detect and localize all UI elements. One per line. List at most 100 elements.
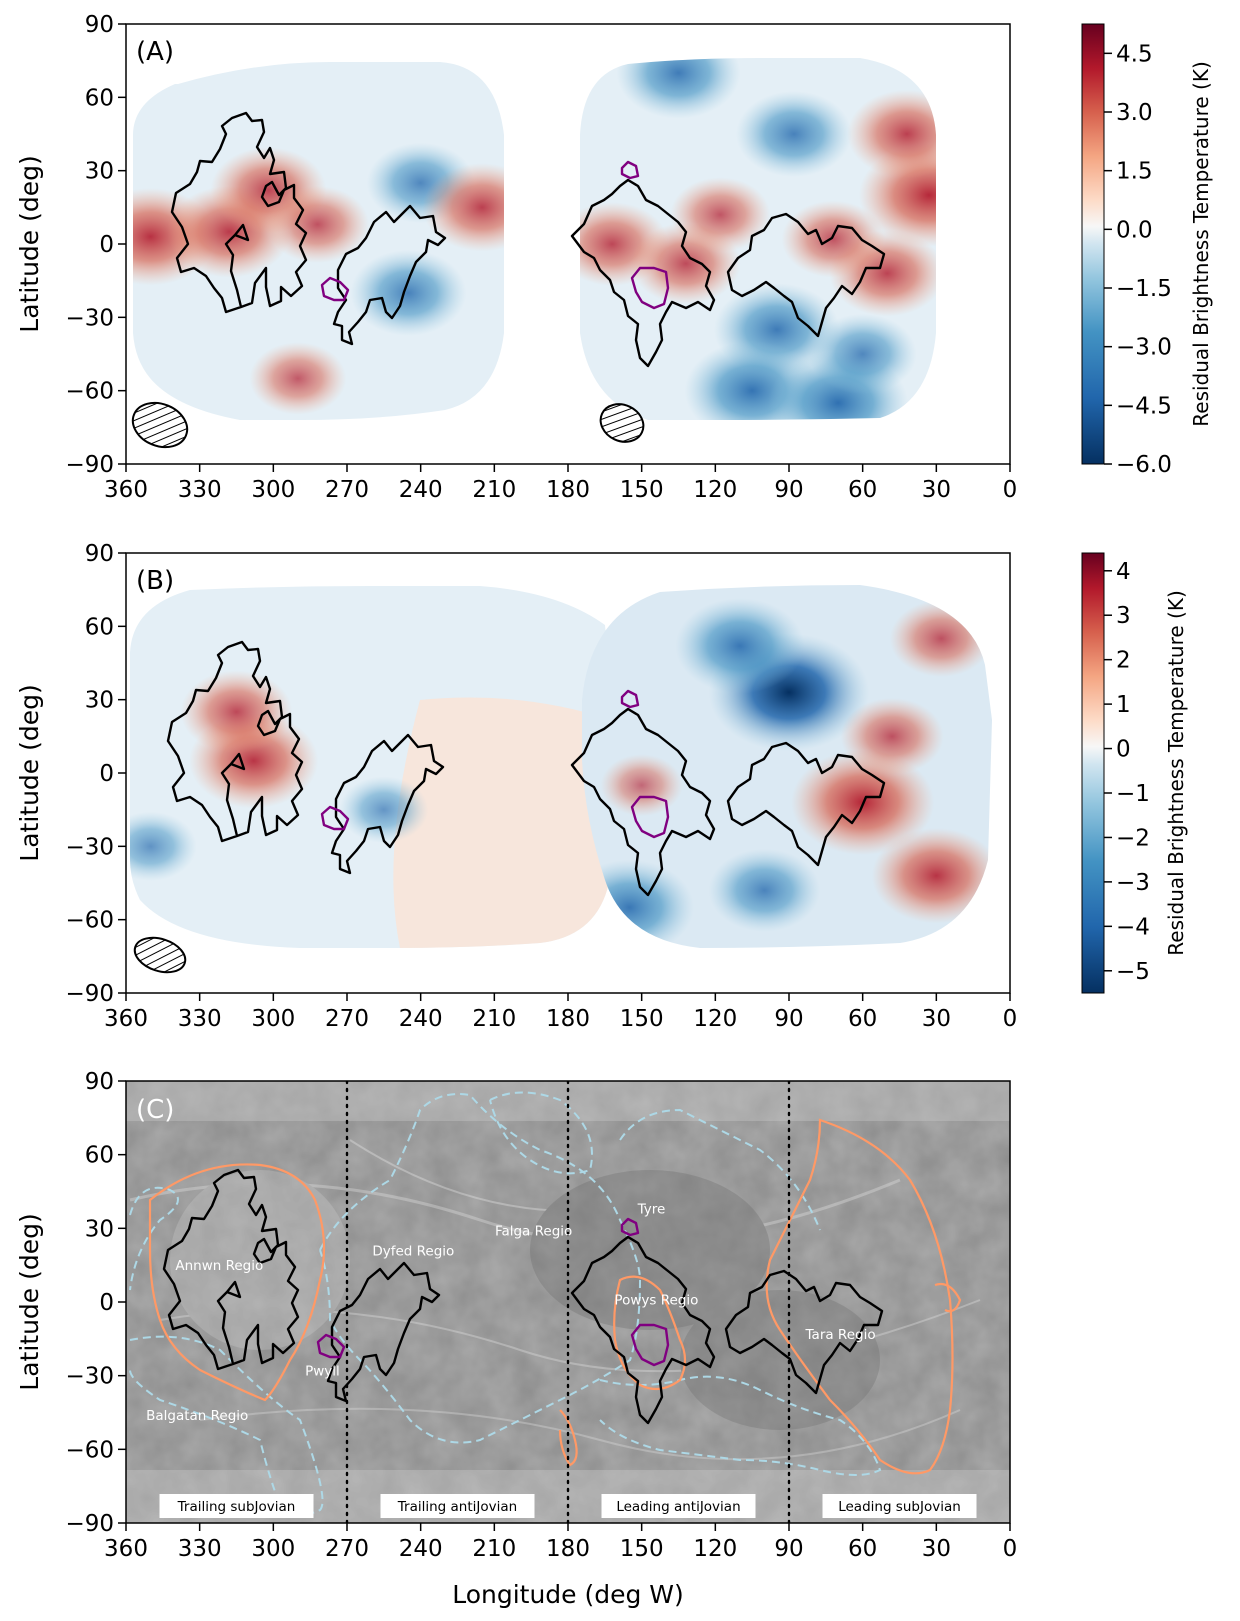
panel-c-ytick-label: −90 bbox=[65, 1511, 114, 1537]
panel-c-sector-box bbox=[822, 1494, 977, 1518]
panel-c-xtick-label: 120 bbox=[693, 1536, 737, 1562]
panel-b-xtick-label: 330 bbox=[178, 1006, 222, 1032]
panel-c-sector-label: Trailing antiJovian bbox=[397, 1499, 517, 1515]
colorbar-b-tick-label: 1 bbox=[1116, 692, 1131, 718]
panel-b-hot-spot bbox=[871, 828, 992, 924]
panel-c-xtick-label: 270 bbox=[325, 1536, 369, 1562]
panel-a-xtick-label: 270 bbox=[325, 477, 369, 503]
panel-c-sector-label: Leading subJovian bbox=[838, 1499, 961, 1515]
panel-c-region-label: Annwn Regio bbox=[175, 1258, 263, 1274]
panel-a-letter: (A) bbox=[136, 37, 174, 67]
colorbar-b-tick-label: −4 bbox=[1116, 914, 1150, 940]
panel-c-xticks: 360 330 300 270 240 210 180 150 120 90 60 30 0 bbox=[104, 1523, 1017, 1562]
panel-c-region-label: Tara Regio bbox=[805, 1327, 876, 1343]
panel-b-xtick-label: 120 bbox=[693, 1006, 737, 1032]
panel-b-ytick-label: 0 bbox=[99, 761, 114, 787]
panel-b-footprint-trailing bbox=[130, 586, 612, 948]
panel-c-dividers bbox=[345, 1081, 791, 1523]
panel-c-xtick-label: 0 bbox=[1003, 1536, 1018, 1562]
panel-a-hot-spot bbox=[249, 342, 347, 415]
panel-a-hot-spot bbox=[265, 185, 370, 263]
panel-a-ytick-label: 60 bbox=[85, 85, 114, 111]
panel-a-ylabel: Latitude (deg) bbox=[15, 155, 44, 332]
panel-c-sector-label: Leading antiJovian bbox=[616, 1499, 740, 1515]
panel-b-cold-spot bbox=[339, 776, 429, 844]
colorbar-b-tick-label: 0 bbox=[1116, 737, 1131, 763]
panel-a-xtick-label: 330 bbox=[178, 477, 222, 503]
panel-a-xtick-label: 300 bbox=[251, 477, 295, 503]
panel-b-xtick-label: 270 bbox=[325, 1006, 369, 1032]
panel-b-footprint-leading bbox=[582, 585, 992, 948]
panel-c-xtick-label: 150 bbox=[620, 1536, 664, 1562]
panel-b-xtick-label: 180 bbox=[546, 1006, 590, 1032]
panel-c-xtick-label: 90 bbox=[774, 1536, 803, 1562]
panel-c-ytick-label: −60 bbox=[65, 1437, 114, 1463]
colorbar-b-bar bbox=[1081, 552, 1105, 994]
colorbar-b-tick-label: −3 bbox=[1116, 870, 1150, 896]
panel-b-xtick-label: 300 bbox=[251, 1006, 295, 1032]
panel-b-ytick-label: −60 bbox=[65, 908, 114, 934]
panel-c-xtick-label: 300 bbox=[251, 1536, 295, 1562]
colorbar-a-tick-label: −1.5 bbox=[1116, 276, 1172, 302]
panel-a-ytick-label: −90 bbox=[65, 452, 114, 478]
panel-a-beam-2 bbox=[599, 403, 645, 443]
colorbar-b-tick-label: −2 bbox=[1116, 825, 1150, 851]
panel-a-xtick-label: 360 bbox=[104, 477, 148, 503]
panel-b-xticks: 360 330 300 270 240 210 180 150 120 90 60 30 0 bbox=[104, 993, 1017, 1032]
colorbar-a: 4.5 3.0 1.5 0.0 −1.5 −3.0 −4.5 −6.0 Residual Br… bbox=[1081, 23, 1213, 478]
panel-c-ytick-label: 30 bbox=[85, 1216, 114, 1242]
panel-c-ytick-label: 60 bbox=[85, 1143, 114, 1169]
colorbar-b: 4 3 2 1 0 −1 −2 −3 −4 −5 Residual Brightness Temp… bbox=[1081, 552, 1188, 994]
panel-b-letter: (B) bbox=[136, 566, 174, 596]
panel-c-sector-label: Trailing subJovian bbox=[177, 1499, 296, 1515]
panel-c: Annwn Regio Dyfed Regio Falga Regio Tyre Pow… bbox=[15, 1069, 1017, 1609]
panel-b-xtick-label: 30 bbox=[922, 1006, 951, 1032]
panel-b-hot-spot bbox=[180, 670, 293, 754]
panel-a-footprint-leading bbox=[580, 58, 936, 420]
panel-b-ytick-label: −90 bbox=[65, 981, 114, 1007]
colorbar-b-tick-label: −1 bbox=[1116, 781, 1150, 807]
panel-c-region-label: Falga Regio bbox=[495, 1224, 572, 1240]
panel-b-beam bbox=[133, 936, 187, 974]
colorbar-b-tick-label: 3 bbox=[1116, 603, 1131, 629]
panel-c-sector-box bbox=[159, 1494, 314, 1518]
panel-a-xtick-label: 0 bbox=[1003, 477, 1018, 503]
panel-a-hot-spot bbox=[781, 200, 885, 278]
panel-a-hot-spot bbox=[847, 89, 936, 179]
panel-c-ylabel: Latitude (deg) bbox=[15, 1213, 44, 1390]
colorbar-a-tick-label: −6.0 bbox=[1116, 452, 1172, 478]
panel-b-hot-spot bbox=[600, 754, 683, 817]
colorbar-b-tick-label: 2 bbox=[1116, 648, 1131, 674]
panel-b-cold-spot bbox=[675, 598, 805, 694]
panel-b-xtick-label: 0 bbox=[1003, 1006, 1018, 1032]
panel-c-ytick-label: 90 bbox=[85, 1069, 114, 1095]
colorbar-b-tick-label: 4 bbox=[1116, 559, 1131, 585]
panel-a-xtick-label: 180 bbox=[546, 477, 590, 503]
panel-b-hot-spot bbox=[840, 697, 944, 775]
panel-b-xtick-label: 240 bbox=[399, 1006, 443, 1032]
panel-a-ytick-label: 30 bbox=[85, 159, 114, 185]
colorbar-a-tick-label: 1.5 bbox=[1116, 159, 1153, 185]
colorbar-a-tick-label: −4.5 bbox=[1116, 393, 1172, 419]
panel-b-cold-spot bbox=[130, 811, 197, 881]
panel-a-xtick-label: 210 bbox=[472, 477, 516, 503]
panel-c-xtick-label: 30 bbox=[922, 1536, 951, 1562]
panel-c-xtick-label: 360 bbox=[104, 1536, 148, 1562]
panel-b-cold-spot bbox=[708, 848, 821, 932]
panel-a-beam-1 bbox=[131, 401, 189, 449]
panel-a-xtick-label: 150 bbox=[620, 477, 664, 503]
colorbar-a-bar bbox=[1081, 23, 1105, 465]
panel-b-ytick-label: 60 bbox=[85, 614, 114, 640]
panel-c-xtick-label: 60 bbox=[848, 1536, 877, 1562]
panel-b-xtick-label: 60 bbox=[848, 1006, 877, 1032]
panel-b-ytick-label: 30 bbox=[85, 688, 114, 714]
panel-c-xtick-label: 240 bbox=[399, 1536, 443, 1562]
panel-a-xtick-label: 90 bbox=[774, 477, 803, 503]
panel-a-xtick-label: 60 bbox=[848, 477, 877, 503]
panel-c-ytick-label: −30 bbox=[65, 1364, 114, 1390]
panel-c-region-label: Pwyll bbox=[305, 1364, 340, 1380]
panel-b-xtick-label: 210 bbox=[472, 1006, 516, 1032]
panel-a-xtick-label: 120 bbox=[693, 477, 737, 503]
